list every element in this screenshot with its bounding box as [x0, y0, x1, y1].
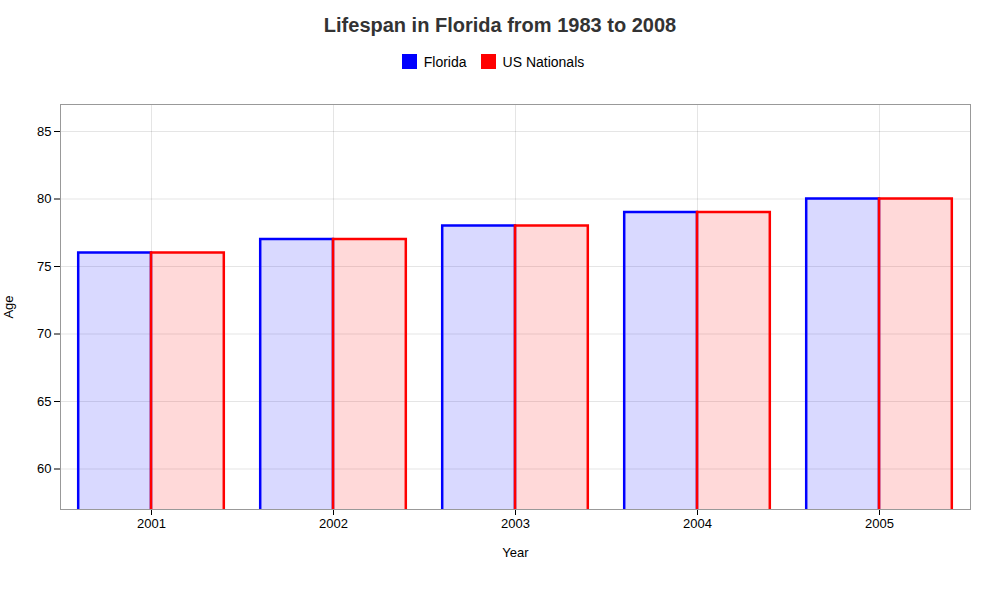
svg-text:2003: 2003 [501, 516, 530, 531]
svg-text:75: 75 [37, 259, 51, 274]
svg-text:60: 60 [37, 461, 51, 476]
svg-text:70: 70 [37, 326, 51, 341]
html-text:Florida: Florida [423, 53, 467, 70]
svg-text:2004: 2004 [683, 516, 712, 531]
svg-text:2002: 2002 [319, 516, 348, 531]
svg-text:80: 80 [37, 191, 51, 206]
svg-text:Year: Year [502, 545, 529, 560]
svg-text:2005: 2005 [865, 516, 894, 531]
html-text:US Nationals: US Nationals [502, 53, 585, 70]
svg-text:Age: Age [1, 295, 16, 318]
svg-text:2001: 2001 [137, 516, 166, 531]
svg-text:85: 85 [37, 124, 51, 139]
svg-text:65: 65 [37, 394, 51, 409]
html-text:Lifespan in Florida from 1983: Lifespan in Florida from 1983 to 2008 [323, 14, 677, 36]
